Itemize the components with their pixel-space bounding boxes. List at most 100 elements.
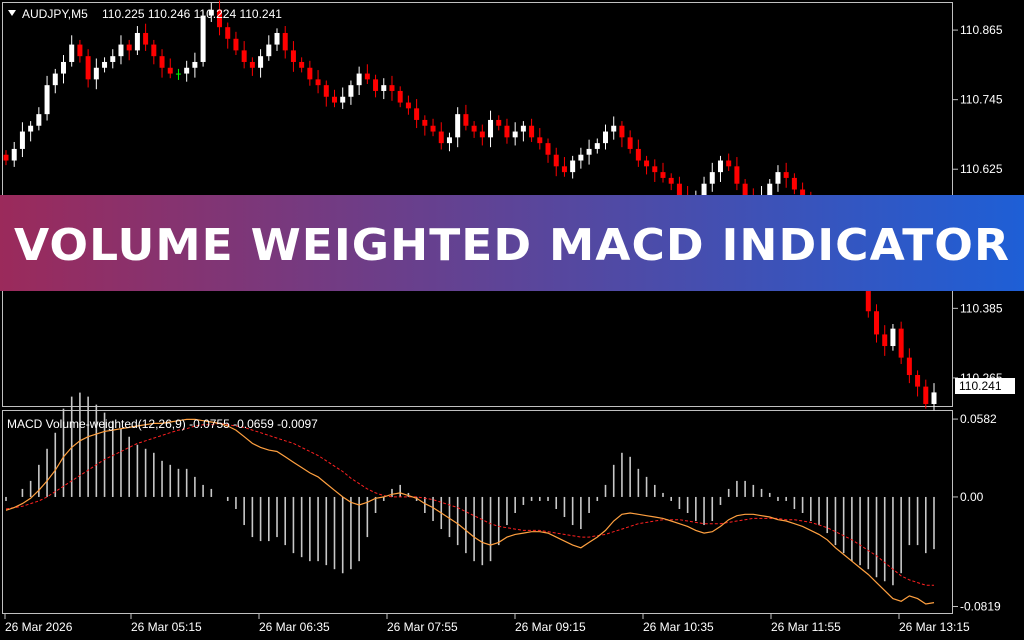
symbol-header: AUDJPY,M5 [22,7,88,21]
candle-body [455,114,461,138]
candle-body [364,73,370,80]
candle-body [496,119,502,126]
candle-body [742,183,748,196]
candle-body [586,148,592,155]
candle-body [118,44,124,57]
candle-body [520,125,526,132]
candle-body [791,177,797,190]
collapse-triangle-icon[interactable] [8,10,16,16]
ohlc-header: 110.225 110.246 110.224 110.241 [102,7,282,21]
candle-body [923,386,929,404]
candle-body [405,102,411,109]
candle-body [11,148,17,161]
candle-body [340,96,346,103]
candle-body [611,125,617,132]
candle-body [504,125,510,138]
candle-body [561,166,567,173]
candle-body [479,131,485,138]
candle-body [668,177,674,184]
price-tick-label: 110.745 [960,93,1003,107]
candle-body [717,160,723,173]
candle-body [241,50,247,62]
macd-line [5,418,935,605]
candle-body [931,392,937,404]
macd-header: MACD Volume-weighted(12,26,9) -0.0755 -0… [7,417,318,431]
candle-body [225,27,231,39]
candle-body [258,56,264,68]
candle-body [151,44,157,57]
candle-body [775,172,781,184]
candle-body [36,114,42,126]
candle-body [652,166,658,173]
macd-panel-frame [2,410,953,614]
candle-body [414,108,420,120]
candle-body [471,125,477,132]
candle-body [537,137,543,144]
candle-body [463,114,469,126]
candle-body [874,311,880,335]
candle-body [676,183,682,196]
candle-body [69,44,75,62]
candle-body [134,32,140,51]
candle-body [143,32,149,45]
candle-body [373,79,379,91]
candle-body [512,131,518,138]
candle-body [915,375,921,387]
candle-body [545,143,551,155]
candle-body [85,56,91,80]
candle-body [102,61,108,68]
candle-body [126,44,132,51]
candle-body [93,67,99,80]
time-tick-label: 26 Mar 05:15 [131,620,202,634]
candle-body [553,154,559,167]
time-tick-label: 26 Mar 2026 [5,620,73,634]
candle-body [619,125,625,138]
price-tick-label: 110.865 [960,23,1003,37]
candle-body [266,44,272,57]
candle-body [627,137,633,149]
candle-body [299,61,305,68]
candle-body [159,56,165,68]
candle-body [635,148,641,161]
y-axis-ticks: 110.865110.745110.625110.505110.385110.2… [953,23,1003,614]
candle-body [192,61,198,68]
time-tick-label: 26 Mar 06:35 [259,620,330,634]
candle-body [709,172,715,184]
macd-histogram [5,392,935,586]
candle-body [906,357,912,376]
candle-body [233,38,239,51]
candle-body [701,183,707,196]
candle-body [397,90,403,103]
candle-body [52,73,58,86]
candle-body [110,56,116,62]
time-tick-label: 26 Mar 07:55 [387,620,458,634]
price-tick-label: 110.385 [960,301,1003,315]
candle-body [60,61,66,74]
candle-body [890,328,896,347]
candle-body [175,73,181,75]
time-tick-label: 26 Mar 09:15 [515,620,586,634]
candle-body [578,154,584,161]
candle-body [389,85,395,91]
time-tick-label: 26 Mar 13:15 [899,620,970,634]
candle-body [217,9,223,28]
candle-body [282,32,288,51]
candle-body [28,125,34,132]
candle-body [44,85,50,115]
candle-body [438,131,444,144]
candle-body [570,160,576,173]
candle-body [898,328,904,358]
candle-body [767,183,773,196]
candle-body [488,119,494,138]
candle-body [77,44,83,57]
candle-body [594,143,600,149]
candle-body [422,119,428,126]
candle-body [381,85,387,91]
macd-tick-label: 0.00 [960,490,984,504]
candle-body [348,85,354,97]
candle-body [315,79,321,86]
candle-body [208,9,214,16]
candle-body [290,50,296,62]
candle-body [603,131,609,144]
